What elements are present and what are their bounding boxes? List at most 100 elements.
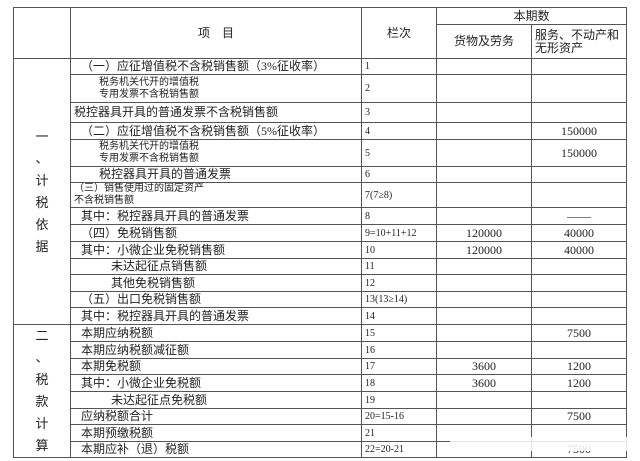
section-label: 二、税款计算	[13, 324, 71, 458]
goods-value[interactable]	[436, 74, 532, 103]
goods-value[interactable]	[436, 207, 532, 225]
line-number: 1	[361, 58, 437, 75]
services-value[interactable]	[531, 341, 627, 359]
item-label: 本期应纳税额减征额	[70, 341, 362, 359]
line-number: 3	[361, 102, 437, 123]
section-label-char: 、	[35, 150, 49, 166]
services-value[interactable]: 1200	[531, 358, 627, 375]
item-label: 其中：小微企业免税额	[70, 374, 362, 392]
section-header-blank	[13, 7, 71, 59]
line-number: 22=20-21	[361, 441, 437, 458]
services-header: 服务、不动产和无形资产	[531, 24, 627, 59]
table-row: 其中：小微企业免税销售额 10 120000 40000	[14, 241, 627, 259]
image-smear	[450, 437, 630, 451]
line-number: 5	[361, 139, 437, 167]
table-row: 其中：小微企业免税额 18 3600 1200	[14, 374, 627, 392]
table-row: 未达起征点免税额 19	[14, 391, 627, 409]
services-value[interactable]: 1200	[531, 374, 627, 392]
services-value[interactable]	[531, 274, 627, 292]
goods-value[interactable]	[436, 58, 532, 75]
section-label: 一、计税依据	[13, 58, 71, 325]
item-label: 其中：小微企业免税销售额	[70, 241, 362, 259]
services-value[interactable]: 150000	[531, 122, 627, 140]
item-label: 本期预缴税额	[70, 424, 362, 442]
services-value[interactable]	[531, 307, 627, 325]
line-number: 14	[361, 307, 437, 325]
line-number: 8	[361, 207, 437, 225]
goods-value[interactable]	[436, 182, 532, 208]
line-number: 15	[361, 324, 437, 342]
line-number: 18	[361, 374, 437, 392]
line-number: 16	[361, 341, 437, 359]
table-row: 其中：税控器具开具的普通发票 8 ——	[14, 207, 627, 225]
goods-value[interactable]	[436, 139, 532, 167]
item-label: 其中：税控器具开具的普通发票	[70, 207, 362, 225]
line-number: 21	[361, 424, 437, 442]
section-label-char: 据	[35, 238, 49, 254]
section-label-char: 税	[35, 194, 49, 210]
section-label-char: 计	[35, 172, 49, 188]
section-label-char: 二	[35, 328, 49, 343]
item-label: 应纳税额合计	[70, 408, 362, 425]
line-no-header: 栏次	[361, 7, 437, 59]
line-number: 11	[361, 258, 437, 275]
line-number: 20=15-16	[361, 408, 437, 425]
goods-value[interactable]	[436, 307, 532, 325]
goods-value[interactable]: 3600	[436, 358, 532, 375]
goods-value[interactable]	[436, 102, 532, 123]
table-row: 一、计税依据（一）应征增值税不含税销售额（3%征收率） 1	[13, 58, 627, 325]
table-row: （三）销售使用过的固定资产 不含税销售额 7(7≥8)	[14, 182, 627, 208]
section-label-char: 一	[35, 128, 49, 144]
item-label: 税务机关代开的增值税 专用发票不含税销售额	[70, 74, 362, 103]
services-value[interactable]	[531, 182, 627, 208]
section-label-char: 税	[35, 372, 49, 387]
services-value[interactable]	[531, 258, 627, 275]
goods-value[interactable]	[436, 166, 532, 183]
goods-value[interactable]: 120000	[436, 224, 532, 242]
item-label: （四）免税销售额	[70, 224, 362, 242]
services-value[interactable]	[531, 166, 627, 183]
services-value[interactable]	[531, 58, 627, 75]
services-value[interactable]	[531, 102, 627, 123]
section-label-char: 算	[35, 438, 49, 453]
table-row: 税控器具开具的普通发票 6	[14, 166, 627, 183]
services-value[interactable]: 40000	[531, 224, 627, 242]
goods-value[interactable]	[436, 258, 532, 275]
goods-value[interactable]	[436, 341, 532, 359]
goods-value[interactable]: 3600	[436, 374, 532, 392]
goods-value[interactable]	[436, 391, 532, 409]
table-row: 本期应纳税额减征额 16	[14, 341, 627, 359]
line-number: 19	[361, 391, 437, 409]
goods-value[interactable]	[436, 291, 532, 308]
services-value[interactable]: ——	[531, 207, 627, 225]
goods-value[interactable]	[436, 324, 532, 342]
line-number: 17	[361, 358, 437, 375]
item-label: 未达起征点销售额	[70, 258, 362, 275]
goods-value[interactable]	[436, 122, 532, 140]
services-value[interactable]: 40000	[531, 241, 627, 259]
table-row: （二）应征增值税不含税销售额（5%征收率） 4 150000	[14, 122, 627, 140]
services-value[interactable]	[531, 291, 627, 308]
item-label: （一）应征增值税不含税销售额（3%征收率）	[70, 58, 362, 75]
services-value[interactable]: 7500	[531, 324, 627, 342]
goods-header: 货物及劳务	[436, 24, 532, 59]
item-label: 其中：税控器具开具的普通发票	[70, 307, 362, 325]
item-label: 本期免税额	[70, 358, 362, 375]
services-value[interactable]	[531, 391, 627, 409]
goods-value[interactable]: 120000	[436, 241, 532, 259]
goods-value[interactable]	[436, 408, 532, 425]
table-row: 其中：税控器具开具的普通发票 14	[14, 307, 627, 325]
table-row: 本期免税额 17 3600 1200	[14, 358, 627, 375]
line-number: 10	[361, 241, 437, 259]
goods-value[interactable]	[436, 274, 532, 292]
item-label: 本期应纳税额	[70, 324, 362, 342]
services-value[interactable]: 150000	[531, 139, 627, 167]
services-value[interactable]: 7500	[531, 408, 627, 425]
line-number: 13(13≥14)	[361, 291, 437, 308]
line-number: 2	[361, 74, 437, 103]
section-label-char: 、	[35, 350, 49, 365]
section-label-char: 依	[35, 216, 49, 232]
table-row: （五）出口免税销售额 13(13≥14)	[14, 291, 627, 308]
item-label: 税控器具开具的普通发票不含税销售额	[70, 102, 362, 123]
services-value[interactable]	[531, 74, 627, 103]
